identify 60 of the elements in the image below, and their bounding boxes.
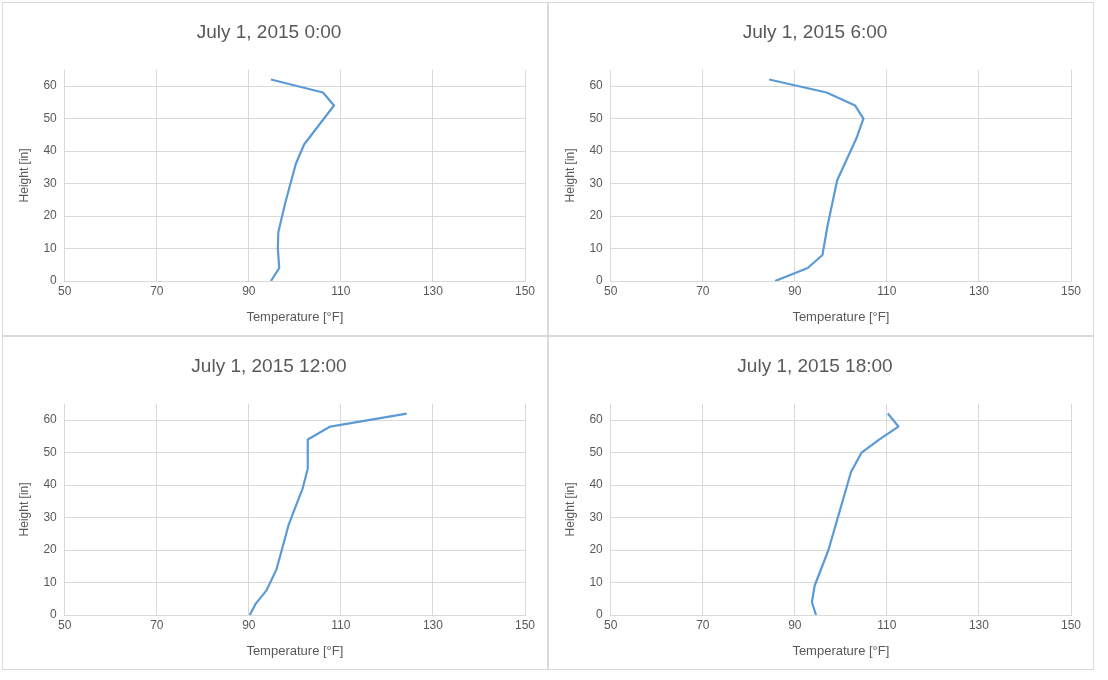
y-tick-label: 10 — [43, 574, 58, 589]
y-tick-label: 40 — [589, 477, 604, 492]
x-tick-label: 70 — [696, 283, 710, 298]
y-tick-label: 50 — [43, 444, 58, 459]
y-tick-label: 60 — [589, 412, 604, 427]
y-tick-label: 20 — [43, 208, 58, 223]
x-tick-label: 110 — [331, 617, 351, 632]
y-tick-label: 30 — [589, 509, 604, 524]
y-tick-label: 50 — [589, 444, 604, 459]
y-tick-label: 60 — [43, 412, 58, 427]
x-axis-title: Temperature [°F] — [792, 642, 890, 658]
x-tick-label: 70 — [150, 617, 164, 632]
y-tick-label: 0 — [596, 273, 604, 288]
x-tick-label: 70 — [696, 617, 710, 632]
x-tick-label: 90 — [242, 283, 256, 298]
y-axis-title: Height [in] — [16, 482, 31, 537]
x-tick-label: 90 — [242, 617, 256, 632]
y-tick-label: 10 — [589, 240, 604, 255]
chart-title: July 1, 2015 0:00 — [196, 20, 342, 42]
y-tick-label: 10 — [43, 240, 58, 255]
chart-title: July 1, 2015 12:00 — [191, 354, 347, 376]
x-tick-label: 130 — [422, 283, 444, 298]
chart-title: July 1, 2015 6:00 — [742, 20, 888, 42]
y-tick-label: 60 — [43, 78, 58, 93]
y-tick-label: 20 — [43, 542, 58, 557]
x-tick-label: 90 — [788, 283, 802, 298]
y-tick-label: 30 — [43, 509, 58, 524]
x-tick-label: 130 — [422, 617, 444, 632]
x-tick-label: 90 — [788, 617, 802, 632]
y-tick-label: 50 — [43, 110, 58, 125]
y-axis-title: Height [in] — [16, 148, 31, 203]
x-tick-label: 150 — [1060, 283, 1082, 298]
y-tick-label: 30 — [589, 175, 604, 190]
x-tick-label: 150 — [514, 283, 536, 298]
y-tick-label: 60 — [589, 78, 604, 93]
y-tick-label: 20 — [589, 542, 604, 557]
x-tick-label: 130 — [968, 617, 990, 632]
y-tick-label: 10 — [589, 574, 604, 589]
x-axis-title: Temperature [°F] — [246, 308, 344, 324]
y-tick-label: 20 — [589, 208, 604, 223]
y-axis-title: Height [in] — [562, 148, 577, 203]
chart-title: July 1, 2015 18:00 — [737, 354, 893, 376]
x-tick-label: 130 — [968, 283, 990, 298]
y-tick-label: 0 — [50, 607, 58, 622]
x-tick-label: 110 — [877, 283, 897, 298]
y-tick-label: 0 — [596, 607, 604, 622]
x-tick-label: 110 — [331, 283, 351, 298]
x-tick-label: 150 — [1060, 617, 1082, 632]
x-tick-label: 110 — [877, 617, 897, 632]
x-axis-title: Temperature [°F] — [246, 642, 344, 658]
y-tick-label: 50 — [589, 110, 604, 125]
y-axis-title: Height [in] — [562, 482, 577, 537]
x-tick-label: 70 — [150, 283, 164, 298]
y-tick-label: 40 — [43, 143, 58, 158]
y-tick-label: 0 — [50, 273, 58, 288]
x-tick-label: 150 — [514, 617, 536, 632]
x-axis-title: Temperature [°F] — [792, 308, 890, 324]
y-tick-label: 40 — [589, 143, 604, 158]
y-tick-label: 30 — [43, 175, 58, 190]
y-tick-label: 40 — [43, 477, 58, 492]
